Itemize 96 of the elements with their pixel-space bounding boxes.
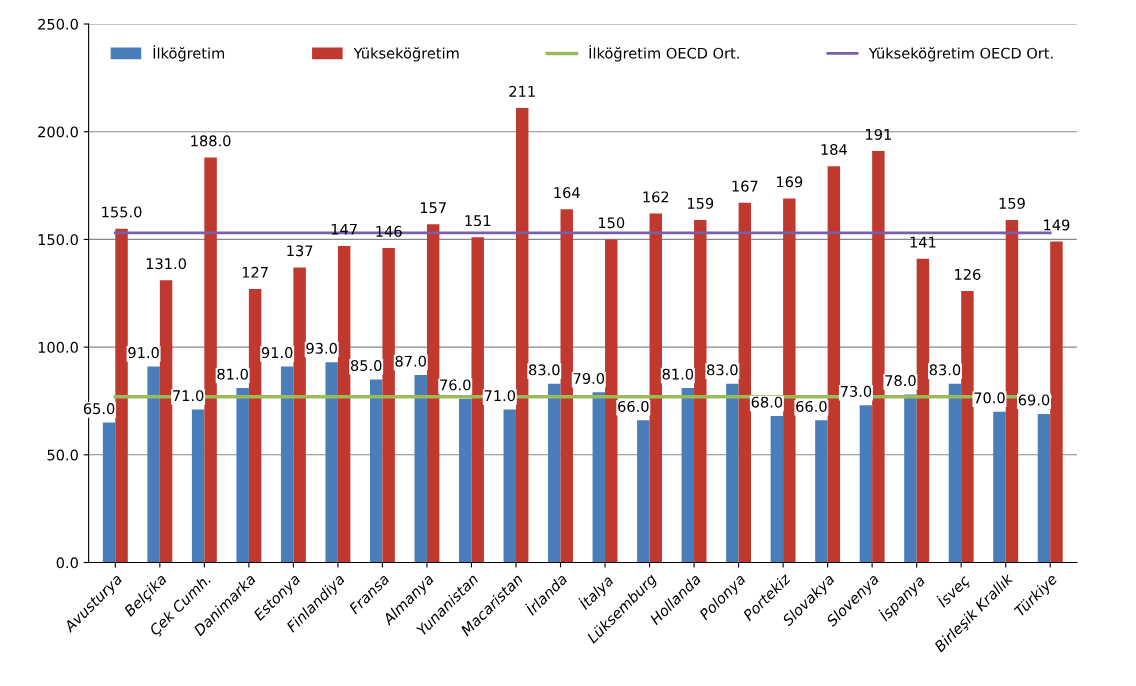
bar	[293, 267, 306, 563]
data-label: 73.0	[840, 385, 872, 397]
bar	[459, 398, 472, 563]
bar	[993, 411, 1006, 563]
bar	[102, 422, 116, 563]
y-tick-label: 0.0	[56, 557, 78, 569]
bar	[382, 248, 395, 563]
data-label: 157	[420, 202, 446, 214]
bar	[248, 288, 262, 563]
data-label: 131.0	[146, 258, 186, 270]
bar	[637, 420, 650, 563]
data-label: 83.0	[529, 364, 560, 376]
legend-label: Yükseköğretim	[353, 47, 459, 62]
data-label: 93.0	[306, 342, 337, 354]
data-label: 78.0	[885, 375, 916, 387]
bar	[605, 239, 618, 563]
bar	[426, 224, 440, 563]
bar	[694, 220, 707, 563]
data-label: 83.0	[929, 364, 961, 376]
data-label: 137	[287, 245, 313, 257]
bar	[236, 388, 249, 563]
data-label: 149	[1044, 219, 1070, 231]
data-label: 188.0	[191, 135, 231, 147]
data-label: 68.0	[751, 396, 783, 408]
bar	[191, 409, 205, 563]
bar	[560, 209, 573, 563]
data-label: 91.0	[261, 347, 293, 359]
bar	[815, 420, 828, 563]
bar	[783, 198, 796, 563]
bar	[770, 416, 784, 563]
bar	[738, 202, 752, 563]
data-label: 91.0	[128, 347, 159, 359]
data-label: 66.0	[618, 400, 649, 412]
data-label: 141	[910, 236, 936, 248]
data-label: 81.0	[662, 368, 694, 380]
data-label: 162	[643, 191, 669, 203]
data-label: 81.0	[217, 368, 248, 380]
data-label: 159	[687, 197, 714, 209]
data-label: 71.0	[173, 390, 204, 402]
bar	[548, 383, 561, 563]
data-label: 184	[821, 143, 847, 156]
data-label: 70.0	[974, 392, 1005, 404]
data-label: 126	[955, 268, 981, 280]
data-label: 146	[376, 225, 402, 237]
bar	[204, 157, 217, 563]
bar	[592, 392, 606, 563]
bar	[726, 383, 739, 563]
bar	[961, 291, 974, 563]
bar	[872, 151, 885, 563]
bar	[414, 375, 427, 563]
bar	[471, 237, 484, 563]
data-label: 169	[777, 176, 803, 188]
data-label: 69.0	[1018, 394, 1050, 406]
y-tick-label: 200.0	[38, 126, 78, 138]
bar	[916, 258, 930, 563]
data-label: 85.0	[350, 360, 382, 372]
data-label: 127	[242, 266, 268, 278]
bar	[649, 213, 663, 563]
y-tick-label: 50.0	[47, 449, 78, 461]
data-label: 191	[866, 128, 891, 140]
bar	[147, 366, 160, 563]
bar	[859, 405, 873, 563]
data-label: 159	[999, 197, 1025, 209]
bar	[515, 108, 529, 563]
data-label: 71.0	[484, 390, 516, 402]
y-tick-label: 150.0	[38, 234, 78, 246]
y-tick-label: 100.0	[38, 341, 78, 353]
y-tick-label: 250.0	[38, 18, 78, 30]
bar	[1005, 220, 1019, 563]
bar	[115, 228, 128, 563]
bar	[1050, 241, 1063, 563]
data-label: 76.0	[440, 379, 471, 391]
data-label: 66.0	[796, 400, 827, 412]
data-label: 150	[598, 217, 625, 229]
data-label: 164	[554, 187, 580, 199]
bar	[1037, 413, 1051, 563]
bar	[948, 383, 962, 563]
legend-label: İlköğretim OECD Ort.	[589, 45, 739, 62]
legend-label: İlköğretim	[153, 45, 225, 62]
bar	[280, 366, 294, 563]
data-label: 65.0	[83, 403, 115, 415]
legend-label: Yükseköğretim OECD Ort.	[868, 47, 1053, 62]
data-label: 167	[732, 180, 758, 192]
bar	[159, 280, 173, 563]
data-label: 79.0	[573, 372, 605, 384]
data-label: 83.0	[707, 364, 738, 376]
data-label: 87.0	[395, 355, 426, 367]
bar	[337, 245, 351, 563]
data-label: 211	[509, 85, 535, 97]
data-label: 155.0	[102, 206, 142, 218]
bar	[503, 409, 516, 563]
bar	[681, 388, 695, 563]
bar	[325, 362, 338, 563]
bar	[369, 379, 383, 563]
bar	[827, 166, 841, 563]
data-label: 151	[465, 215, 491, 227]
